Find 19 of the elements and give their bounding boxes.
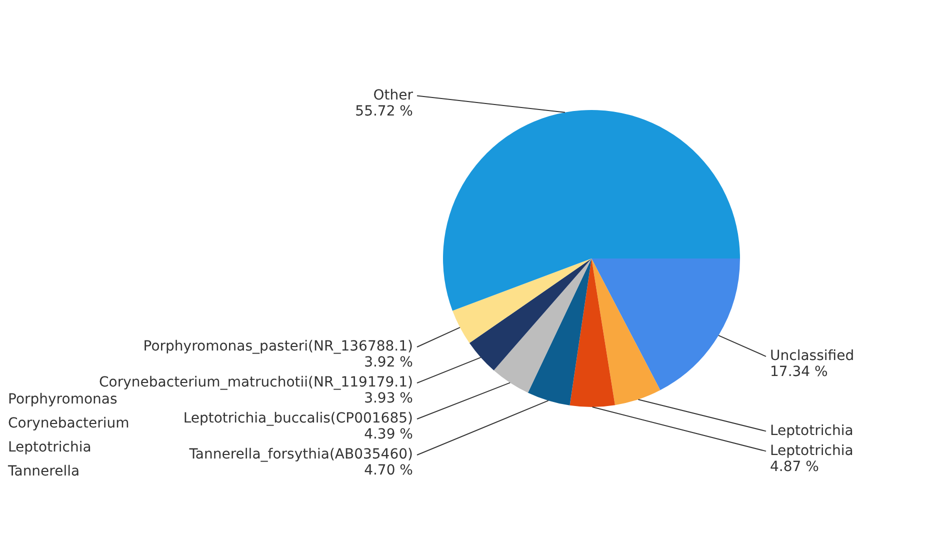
slice-label: Porphyromonas_pasteri(NR_136788.1) (143, 338, 413, 355)
slice-label: Unclassified (770, 348, 854, 364)
text: Corynebacterium (8, 416, 130, 432)
data-label: 4.87 % (770, 458, 819, 475)
text: Leptotrichia (8, 440, 92, 456)
slice-label: Corynebacterium_matruchotii(NR_119179.1) (99, 374, 413, 391)
slice-label: Leptotrichia_buccalis(CP001685) (183, 410, 413, 427)
slice-label: Tannerella_forsythia(AB035460) (188, 446, 413, 463)
data-label: 55.72 % (355, 103, 413, 120)
text: Tannerella (7, 464, 80, 480)
data-label: 3.93 % (364, 390, 413, 407)
data-label: 17.34 % (770, 364, 828, 380)
data-label: 4.70 % (364, 462, 413, 479)
data-label: 3.92 % (364, 354, 413, 371)
data-label: 4.39 % (364, 426, 413, 443)
slice-label: Leptotrichia (770, 422, 854, 439)
slice-label: Leptotrichia (770, 442, 854, 459)
text: Porphyromonas (8, 392, 118, 408)
slice-label: Other (373, 87, 414, 104)
